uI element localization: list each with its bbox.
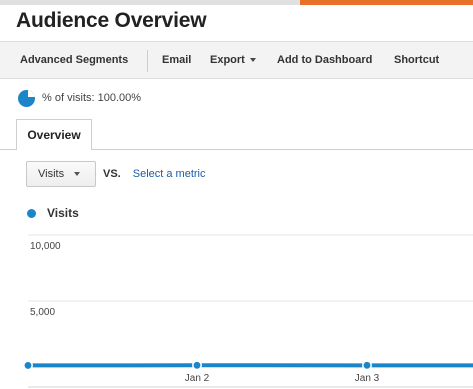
legend-dot-icon (27, 208, 36, 218)
metric-selector-row: Visits VS. Select a metric (26, 161, 205, 187)
email-button[interactable]: Email (162, 54, 192, 66)
pie-chart-icon (18, 89, 35, 107)
tab-overview[interactable]: Overview (16, 119, 92, 150)
toolbar-separator (147, 50, 148, 72)
visits-line-chart: 10,000 5,000 Jan 2 Jan 3 (23, 234, 473, 388)
chart-grid (28, 234, 473, 388)
metric-dropdown[interactable]: Visits (26, 161, 96, 187)
advanced-segments-button[interactable]: Advanced Segments (20, 54, 129, 66)
export-label: Export (210, 54, 245, 66)
y-axis-ticks: 10,000 5,000 (30, 241, 61, 318)
legend-series-label: Visits (47, 206, 79, 220)
segment-percentage: % of visits: 100.00% (42, 92, 142, 104)
tabs-divider (0, 149, 473, 150)
shortcut-button[interactable]: Shortcut (394, 54, 440, 66)
vs-label: VS. (103, 168, 121, 180)
x-tick-label: Jan 3 (355, 373, 380, 384)
y-tick-label: 10,000 (30, 241, 61, 252)
segment-indicator[interactable]: % of visits: 100.00% (18, 89, 141, 107)
toolbar: Advanced Segments Email Export Add to Da… (0, 41, 473, 79)
top-accent-bar (0, 0, 473, 5)
export-button[interactable]: Export (210, 54, 256, 66)
data-point[interactable] (23, 360, 33, 371)
x-tick-label: Jan 2 (185, 373, 210, 384)
page-title: Audience Overview (16, 9, 207, 32)
chart-series (23, 360, 473, 371)
add-to-dashboard-button[interactable]: Add to Dashboard (277, 54, 373, 66)
y-tick-label: 5,000 (30, 307, 55, 318)
chevron-down-icon (249, 58, 256, 63)
metric-dropdown-value: Visits (38, 168, 65, 180)
data-point[interactable] (362, 360, 372, 371)
chart-legend: Visits (27, 206, 79, 220)
data-point[interactable] (192, 360, 202, 371)
chevron-down-icon (74, 172, 81, 176)
select-metric-link[interactable]: Select a metric (132, 168, 206, 180)
x-axis-ticks: Jan 2 Jan 3 (185, 373, 380, 384)
